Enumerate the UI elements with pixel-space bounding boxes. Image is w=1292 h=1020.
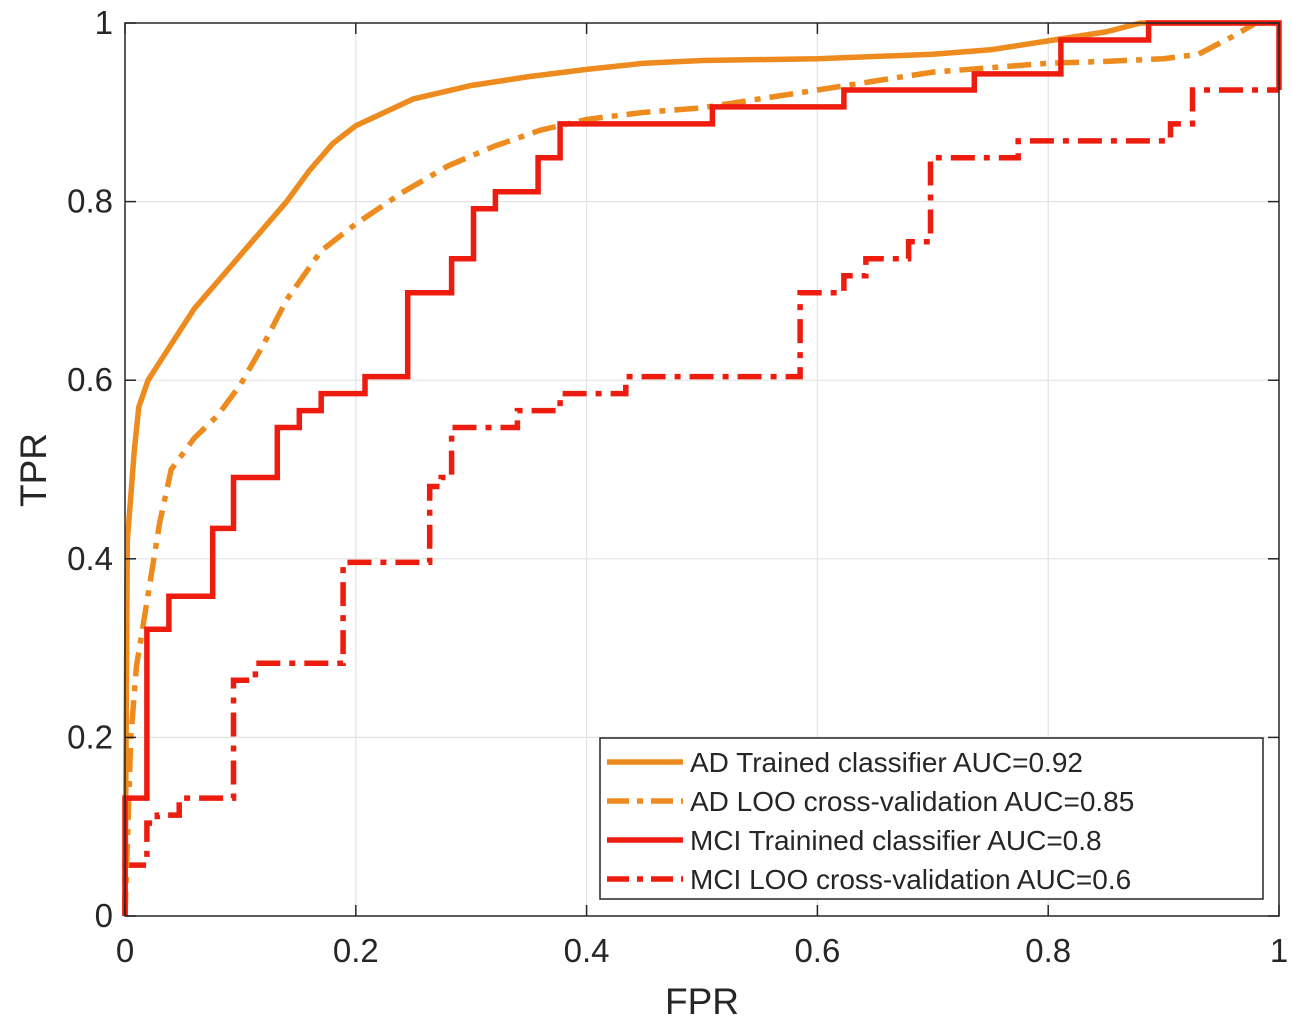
legend-entries: AD Trained classifier AUC=0.92 AD LOO cro… [607,747,1134,895]
x-tick-label: 0.8 [1025,932,1071,969]
y-tick-label: 0.8 [67,183,113,220]
y-tick-labels: 0 0.2 0.4 0.6 0.8 1 [67,4,113,934]
x-axis-label: FPR [665,981,739,1020]
series-line-4 [122,87,1279,916]
y-tick-label: 1 [95,4,113,41]
legend-box [599,737,1264,900]
plot-frame [124,22,1280,917]
tick-marks [124,22,1280,917]
y-tick-label: 0.2 [67,718,113,755]
series-line-1 [122,20,1279,917]
y-tick-label: 0.6 [67,361,113,398]
legend: AD Trained classifier AUC=0.92 AD LOO cro… [599,737,1264,900]
x-tick-label: 0.2 [333,932,379,969]
x-tick-label: 0.6 [794,932,840,969]
legend-label: MCI LOO cross-validation AUC=0.6 [690,864,1131,895]
x-tick-label: 0 [116,932,134,969]
series-layer [122,20,1282,917]
y-tick-label: 0.4 [67,540,113,577]
y-tick-label: 0 [95,897,113,934]
series-line-3 [122,20,1282,916]
x-tick-labels: 0 0.2 0.4 0.6 0.8 1 [116,932,1288,969]
grid-lines [125,23,1279,916]
legend-label: AD Trained classifier AUC=0.92 [690,747,1083,778]
x-tick-label: 0.4 [564,932,610,969]
y-axis-label: TPR [13,433,54,507]
legend-label: AD LOO cross-validation AUC=0.85 [690,786,1134,817]
x-tick-label: 1 [1270,932,1288,969]
legend-label: MCI Trainined classifier AUC=0.8 [690,825,1102,856]
